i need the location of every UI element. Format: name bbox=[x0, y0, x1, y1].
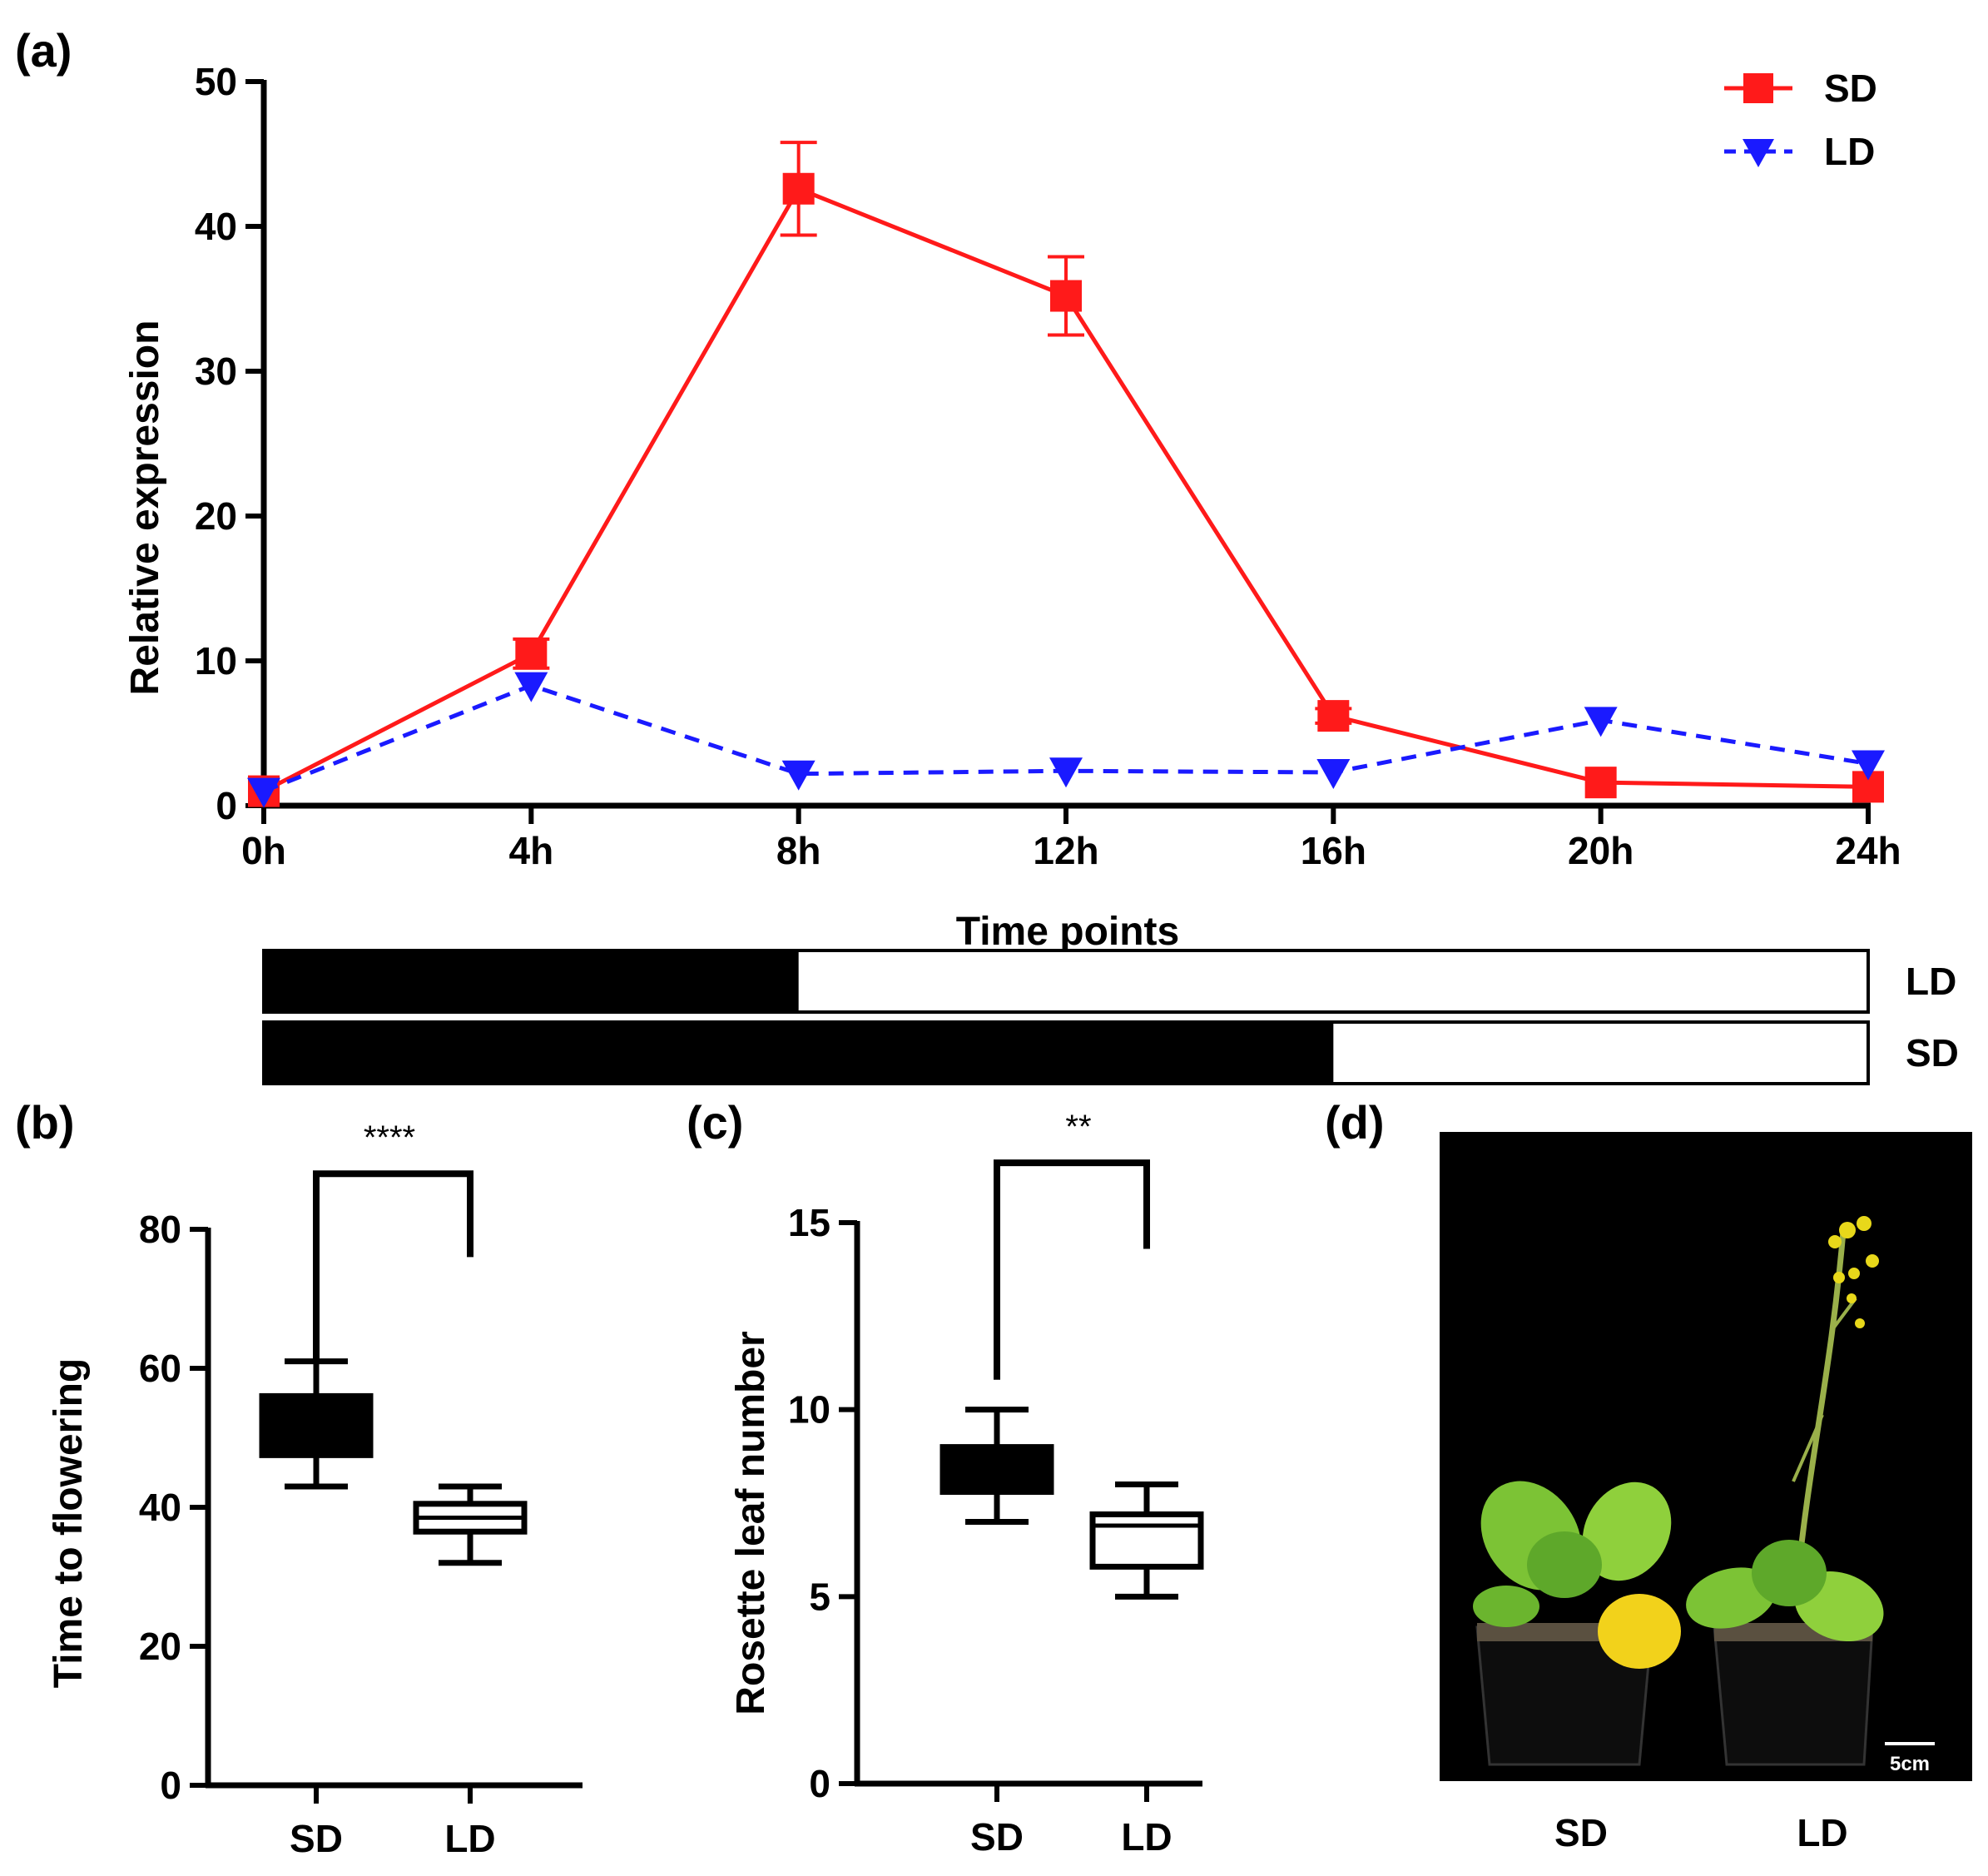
data-point-sd bbox=[782, 172, 815, 205]
ld-plant-illustration bbox=[1686, 1216, 1884, 1766]
data-point-ld bbox=[247, 777, 280, 808]
legend-marker-sd bbox=[1743, 73, 1773, 103]
panel-a-series bbox=[247, 141, 1885, 808]
panel-label-b: (b) bbox=[15, 1096, 75, 1149]
y-tick-label: 10 bbox=[195, 639, 237, 682]
y-tick-label: 80 bbox=[139, 1208, 181, 1251]
significance-label: ** bbox=[1065, 1109, 1091, 1145]
significance-label: **** bbox=[364, 1119, 415, 1156]
photo-label-sd: SD bbox=[1554, 1811, 1608, 1854]
y-tick-label: 15 bbox=[788, 1201, 830, 1244]
panel-a-line-chart: (a) 0 10 20 30 40 50 0h 4h 8h 12h 16h 20h 24h SD LD T… bbox=[15, 24, 1959, 1085]
panel-b-plot: 0 20 40 60 80 SD LD **** bbox=[139, 1119, 583, 1860]
data-point-sd bbox=[515, 638, 548, 670]
y-tick-label: 0 bbox=[160, 1764, 181, 1807]
data-point-sd bbox=[1584, 767, 1617, 799]
photoperiod-dark-segment bbox=[264, 1022, 1334, 1084]
y-tick-label: 20 bbox=[139, 1625, 181, 1668]
x-tick-label: 20h bbox=[1568, 829, 1634, 872]
y-tick-label: 0 bbox=[216, 784, 237, 827]
data-point-ld bbox=[1584, 707, 1618, 737]
photoperiod-bars: LD SD bbox=[262, 949, 1959, 1085]
x-tick-label: LD bbox=[444, 1817, 495, 1860]
photoperiod-label: LD bbox=[1906, 960, 1956, 1003]
panel-b-y-axis-title: Time to flowering bbox=[47, 1358, 91, 1688]
legend-label: LD bbox=[1824, 130, 1875, 173]
y-tick-label: 40 bbox=[139, 1486, 181, 1529]
data-point-ld bbox=[1316, 758, 1351, 789]
panel-label-c: (c) bbox=[687, 1096, 743, 1149]
x-tick-label: 4h bbox=[508, 829, 553, 872]
panel-label-a: (a) bbox=[15, 24, 72, 77]
panel-d-plant-photo: (d) bbox=[1325, 1096, 1972, 1854]
panel-c-y-axis-title: Rosette leaf number bbox=[729, 1331, 773, 1715]
data-point-ld bbox=[514, 672, 548, 702]
y-tick-label: 50 bbox=[195, 60, 237, 103]
x-tick-label: 0h bbox=[241, 829, 286, 872]
y-tick-label: 30 bbox=[195, 350, 237, 393]
panel-a-legend: SD LD bbox=[1724, 67, 1877, 173]
y-tick-label: 0 bbox=[809, 1762, 830, 1805]
sd-plant-illustration bbox=[1473, 1481, 1681, 1766]
photo-label-ld: LD bbox=[1797, 1811, 1847, 1854]
legend-marker-ld bbox=[1743, 139, 1774, 167]
box-ld bbox=[1089, 1511, 1204, 1570]
x-tick-label: SD bbox=[970, 1815, 1024, 1859]
panel-a-y-axis-title: Relative expression bbox=[123, 320, 167, 696]
x-tick-label: 8h bbox=[776, 829, 821, 872]
y-tick-label: 5 bbox=[809, 1575, 830, 1618]
x-tick-label: 24h bbox=[1835, 829, 1901, 872]
panel-c-plot: 0 5 10 15 SD LD ** bbox=[788, 1109, 1204, 1859]
x-tick-label: SD bbox=[290, 1817, 343, 1860]
photoperiod-label: SD bbox=[1906, 1031, 1959, 1074]
x-tick-label: 16h bbox=[1301, 829, 1366, 872]
panel-b-box-chart: (b) 0 20 40 60 80 SD LD **** Time to flowering bbox=[15, 1096, 583, 1860]
y-tick-label: 40 bbox=[195, 205, 237, 248]
y-tick-label: 60 bbox=[139, 1347, 181, 1390]
data-point-sd bbox=[1317, 700, 1350, 732]
y-tick-label: 20 bbox=[195, 494, 237, 538]
y-tick-label: 10 bbox=[788, 1388, 830, 1432]
data-point-sd bbox=[1050, 280, 1082, 312]
data-point-ld bbox=[1852, 750, 1885, 781]
significance-bracket bbox=[994, 1159, 1150, 1380]
data-point-ld bbox=[781, 760, 816, 791]
data-point-ld bbox=[1049, 757, 1083, 788]
panel-c-box-chart: (c) 0 5 10 15 SD LD ** Rosette leaf number bbox=[687, 1096, 1204, 1859]
x-tick-label: 12h bbox=[1033, 829, 1098, 872]
scale-bar-label: 5cm bbox=[1890, 1753, 1930, 1775]
panel-a-axes: 0 10 20 30 40 50 0h 4h 8h 12h 16h 20h 24h bbox=[195, 60, 1901, 872]
x-tick-label: LD bbox=[1121, 1815, 1172, 1859]
scale-bar bbox=[1885, 1742, 1935, 1745]
significance-bracket bbox=[313, 1170, 473, 1362]
panel-label-d: (d) bbox=[1325, 1096, 1385, 1149]
legend-label: SD bbox=[1824, 67, 1877, 110]
panel-a-x-axis-title: Time points bbox=[956, 910, 1179, 954]
photoperiod-dark-segment bbox=[264, 950, 799, 1012]
